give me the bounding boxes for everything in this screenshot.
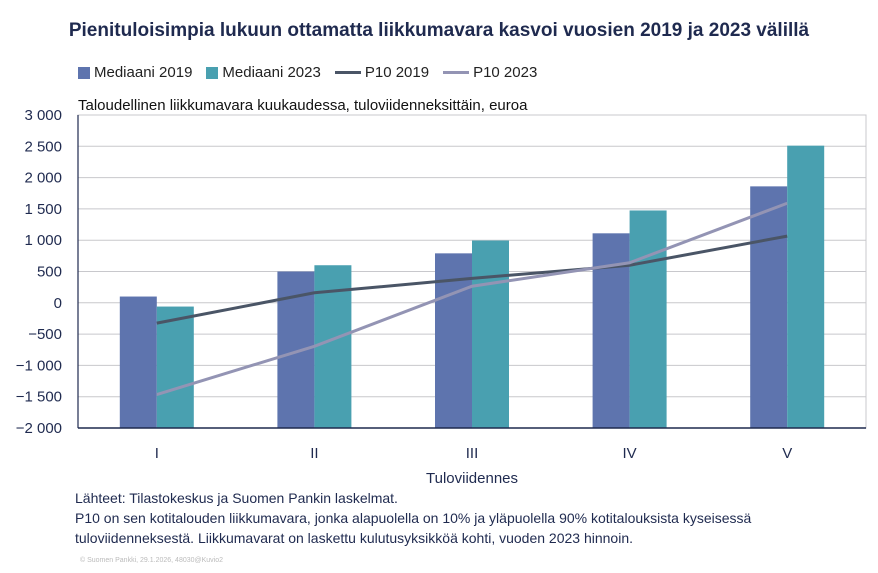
legend-label: Mediaani 2023 [222,64,321,81]
legend-label: Mediaani 2019 [94,64,193,81]
x-tick-label: II [310,445,318,462]
legend: Mediaani 2019 Mediaani 2023 P10 2019 P10… [78,64,537,81]
chart-title: Pienituloisimpia lukuun ottamatta liikku… [68,20,810,41]
y-tick-label: −500 [28,326,62,343]
line-p10-2023 [156,201,788,396]
copyright: © Suomen Pankki, 29.1.2026, 48030@Kuvio2 [80,557,224,564]
x-tick-label: IV [623,445,637,462]
x-tick-label: III [466,445,479,462]
y-tick-label: 1 000 [24,232,62,249]
x-tick-label: V [782,445,792,462]
y-tick-label: 3 000 [24,107,62,124]
y-tick-label: −1 500 [16,389,62,406]
x-tick-label: I [155,445,159,462]
bar-mediaani-2019 [119,296,157,428]
note-line: Lähteet: Tilastokeskus ja Suomen Pankin … [75,490,398,506]
chart-subtitle: Taloudellinen liikkumavara kuukaudessa, … [78,97,528,114]
y-tick-label: 2 500 [24,138,62,155]
x-axis-label: Tuloviidennes [426,470,518,487]
bar-mediaani-2023 [472,240,509,428]
line-p10-2019 [156,234,788,325]
y-tick-label: 0 [54,295,62,312]
legend-label: P10 2023 [473,64,538,81]
note-line: P10 on sen kotitalouden liikkumavara, jo… [75,510,752,526]
legend-item-p10-2019: P10 2019 [334,64,430,81]
y-tick-label: −1 000 [16,357,62,374]
bar-mediaani-2019 [750,186,788,428]
note-line: tuloviidenneksestä. Liikkumavarat on las… [75,530,633,546]
y-tick-label: −2 000 [16,420,62,437]
legend-label: P10 2019 [364,64,430,81]
legend-swatch [334,71,361,74]
legend-swatch [78,66,90,79]
legend-item-p10-2023: P10 2023 [443,64,537,81]
bar-mediaani-2023 [156,306,194,428]
legend-swatch [206,66,219,79]
bar-mediaani-2023 [629,210,667,428]
legend-item-mediaani-2019: Mediaani 2019 [78,64,192,81]
y-tick-label: 500 [37,264,62,281]
y-tick-label: 1 500 [24,201,62,218]
bar-mediaani-2023 [787,145,825,428]
notes: Lähteet: Tilastokeskus ja Suomen Pankin … [75,488,751,548]
legend-swatch [443,71,470,74]
y-tick-label: 2 000 [24,170,62,187]
legend-item-mediaani-2023: Mediaani 2023 [206,64,321,81]
